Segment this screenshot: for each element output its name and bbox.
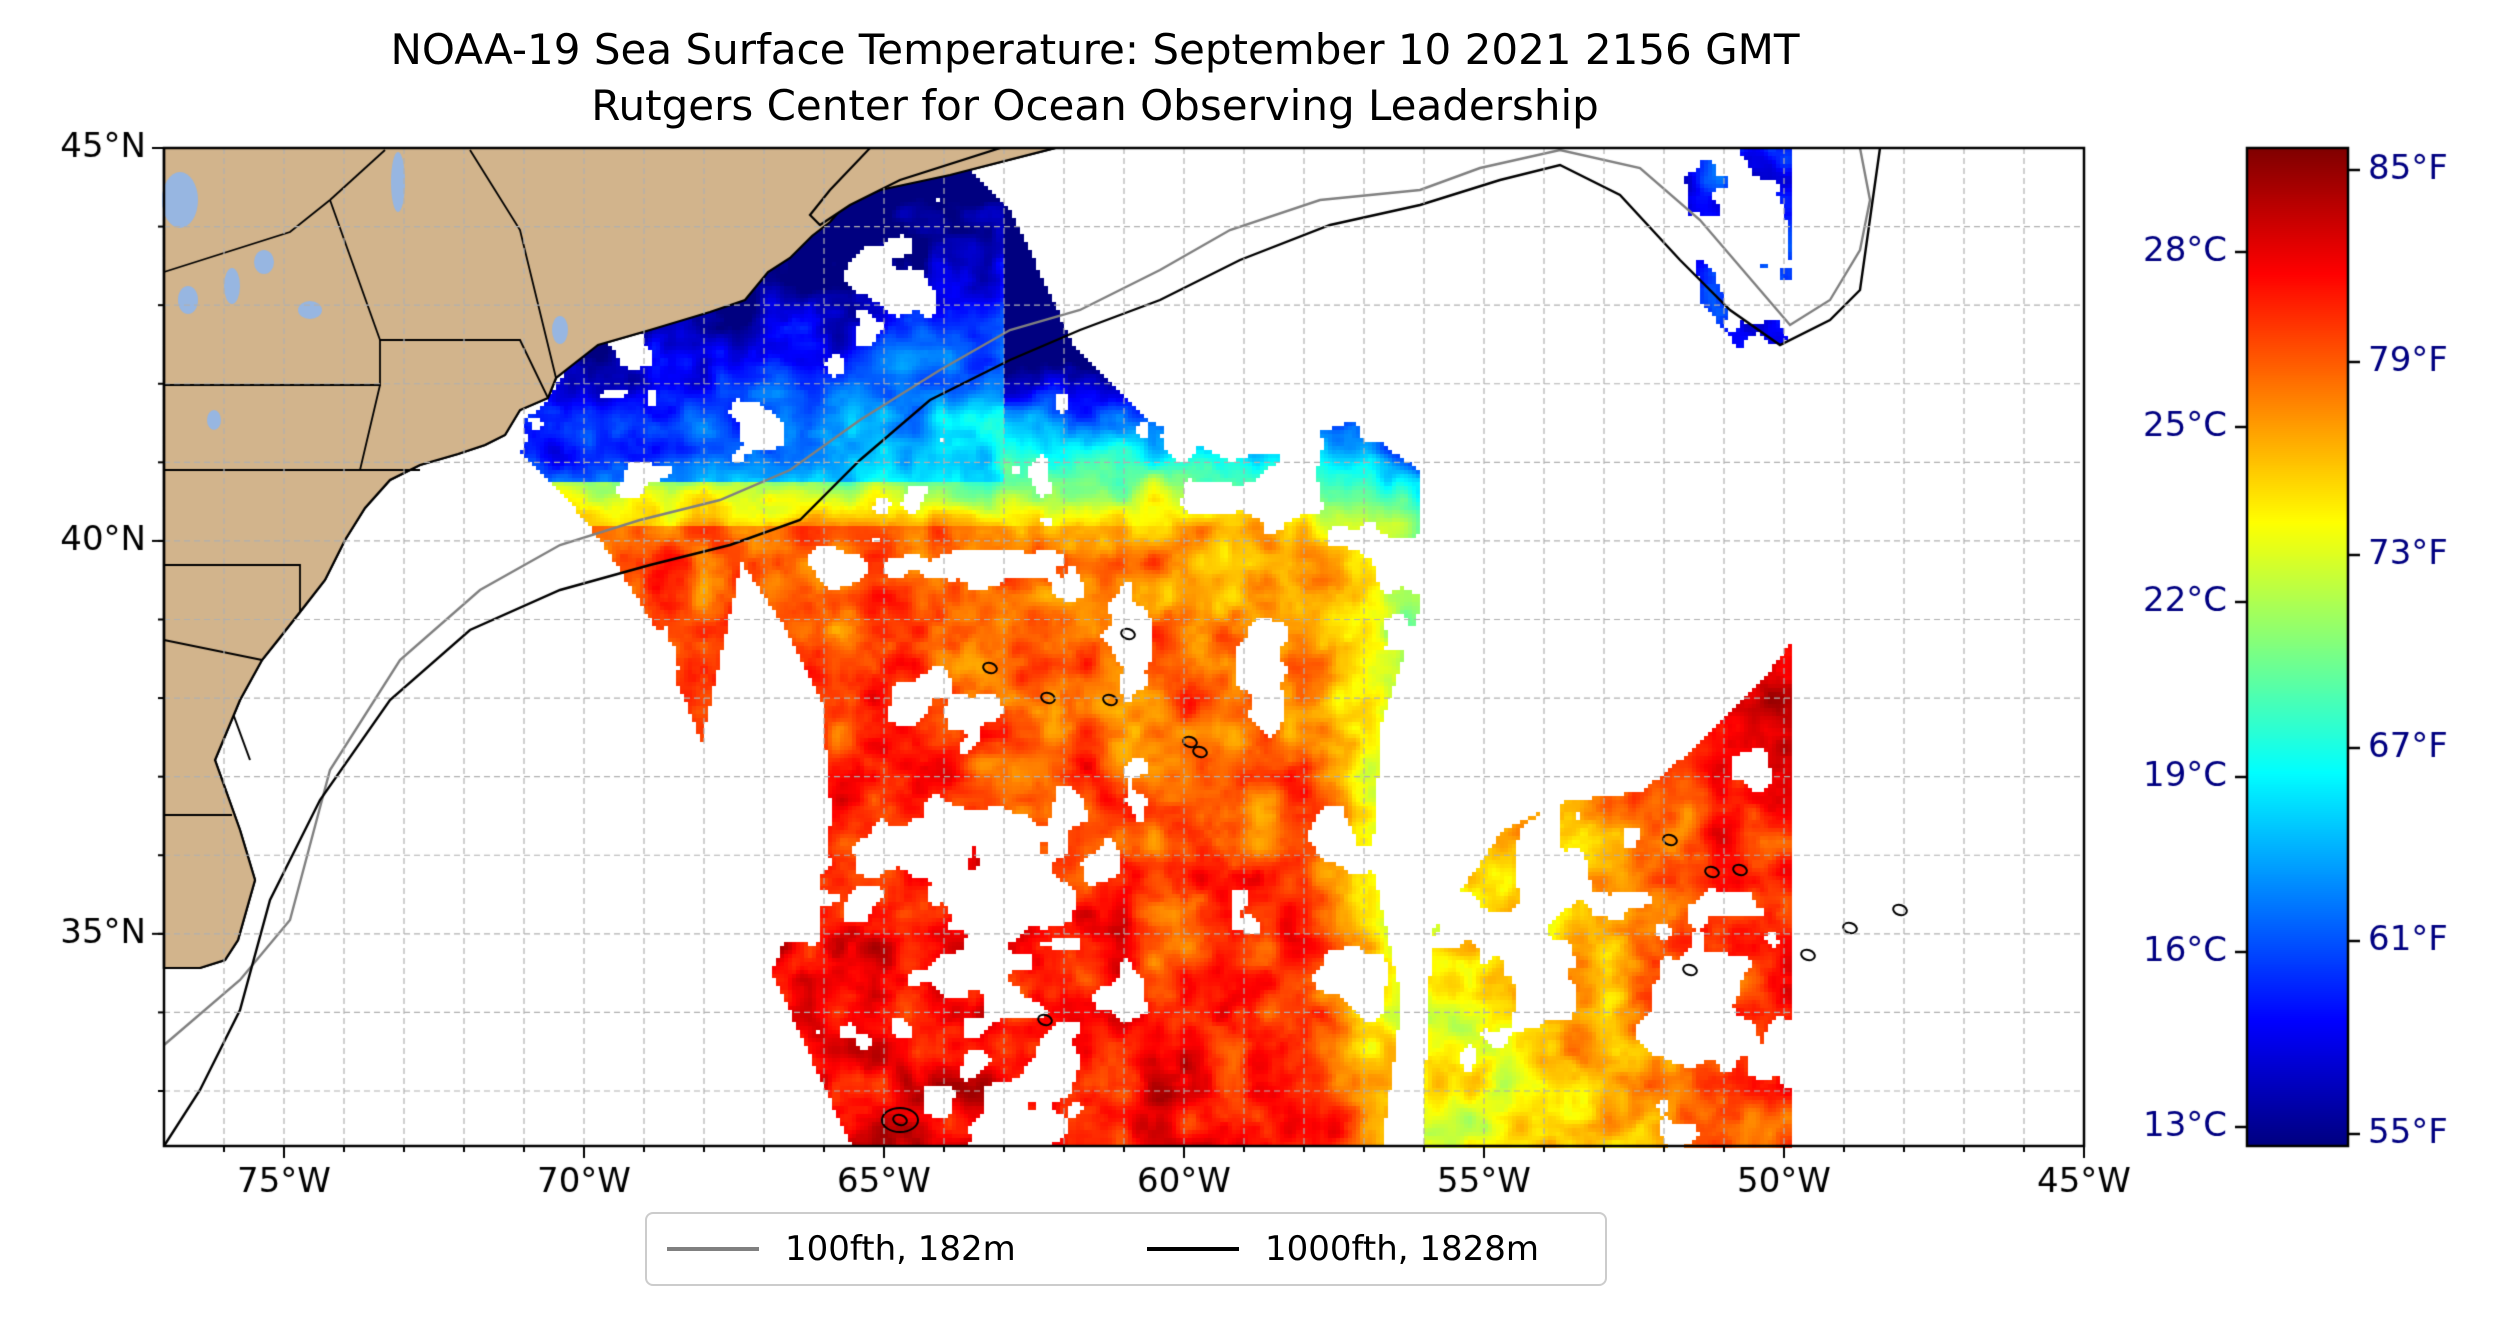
- map-title-line1: NOAA-19 Sea Surface Temperature: Septemb…: [390, 25, 1800, 74]
- legend-label-1000fth: 1000fth, 1828m: [1265, 1229, 1540, 1269]
- depth-contour-legend: 100fth, 182m 1000fth, 1828m: [645, 1212, 1607, 1286]
- legend-swatch-gray: [667, 1247, 759, 1251]
- legend-item-1000fth: 1000fth, 1828m: [1147, 1214, 1539, 1284]
- map-title-line2: Rutgers Center for Ocean Observing Leade…: [591, 81, 1599, 130]
- legend-label-100fth: 100fth, 182m: [785, 1229, 1016, 1269]
- legend-swatch-black: [1147, 1247, 1239, 1251]
- legend-item-100fth: 100fth, 182m: [667, 1214, 1016, 1284]
